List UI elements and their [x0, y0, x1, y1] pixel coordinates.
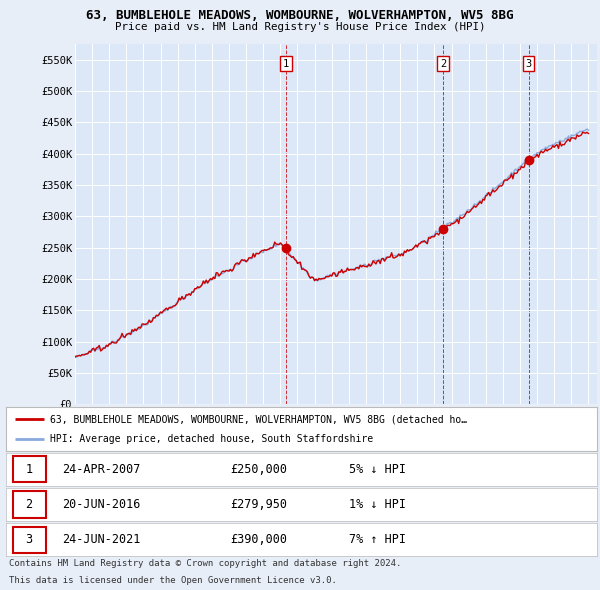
- Text: 1: 1: [283, 58, 289, 68]
- Text: 3: 3: [526, 58, 532, 68]
- Text: HPI: Average price, detached house, South Staffordshire: HPI: Average price, detached house, Sout…: [50, 434, 373, 444]
- FancyBboxPatch shape: [13, 491, 46, 517]
- Text: Price paid vs. HM Land Registry's House Price Index (HPI): Price paid vs. HM Land Registry's House …: [115, 22, 485, 32]
- Text: 20-JUN-2016: 20-JUN-2016: [62, 498, 140, 511]
- Text: 1: 1: [25, 463, 32, 476]
- FancyBboxPatch shape: [13, 527, 46, 553]
- Text: 3: 3: [25, 533, 32, 546]
- Text: 5% ↓ HPI: 5% ↓ HPI: [349, 463, 406, 476]
- Text: Contains HM Land Registry data © Crown copyright and database right 2024.: Contains HM Land Registry data © Crown c…: [9, 559, 401, 568]
- Text: 7% ↑ HPI: 7% ↑ HPI: [349, 533, 406, 546]
- Text: £390,000: £390,000: [230, 533, 287, 546]
- Text: £279,950: £279,950: [230, 498, 287, 511]
- Text: 1% ↓ HPI: 1% ↓ HPI: [349, 498, 406, 511]
- FancyBboxPatch shape: [13, 456, 46, 482]
- Text: 2: 2: [440, 58, 446, 68]
- Text: £250,000: £250,000: [230, 463, 287, 476]
- Text: This data is licensed under the Open Government Licence v3.0.: This data is licensed under the Open Gov…: [9, 576, 337, 585]
- Text: 63, BUMBLEHOLE MEADOWS, WOMBOURNE, WOLVERHAMPTON, WV5 8BG (detached ho…: 63, BUMBLEHOLE MEADOWS, WOMBOURNE, WOLVE…: [50, 415, 467, 424]
- Text: 24-JUN-2021: 24-JUN-2021: [62, 533, 140, 546]
- Text: 2: 2: [25, 498, 32, 511]
- Text: 63, BUMBLEHOLE MEADOWS, WOMBOURNE, WOLVERHAMPTON, WV5 8BG: 63, BUMBLEHOLE MEADOWS, WOMBOURNE, WOLVE…: [86, 9, 514, 22]
- Text: 24-APR-2007: 24-APR-2007: [62, 463, 140, 476]
